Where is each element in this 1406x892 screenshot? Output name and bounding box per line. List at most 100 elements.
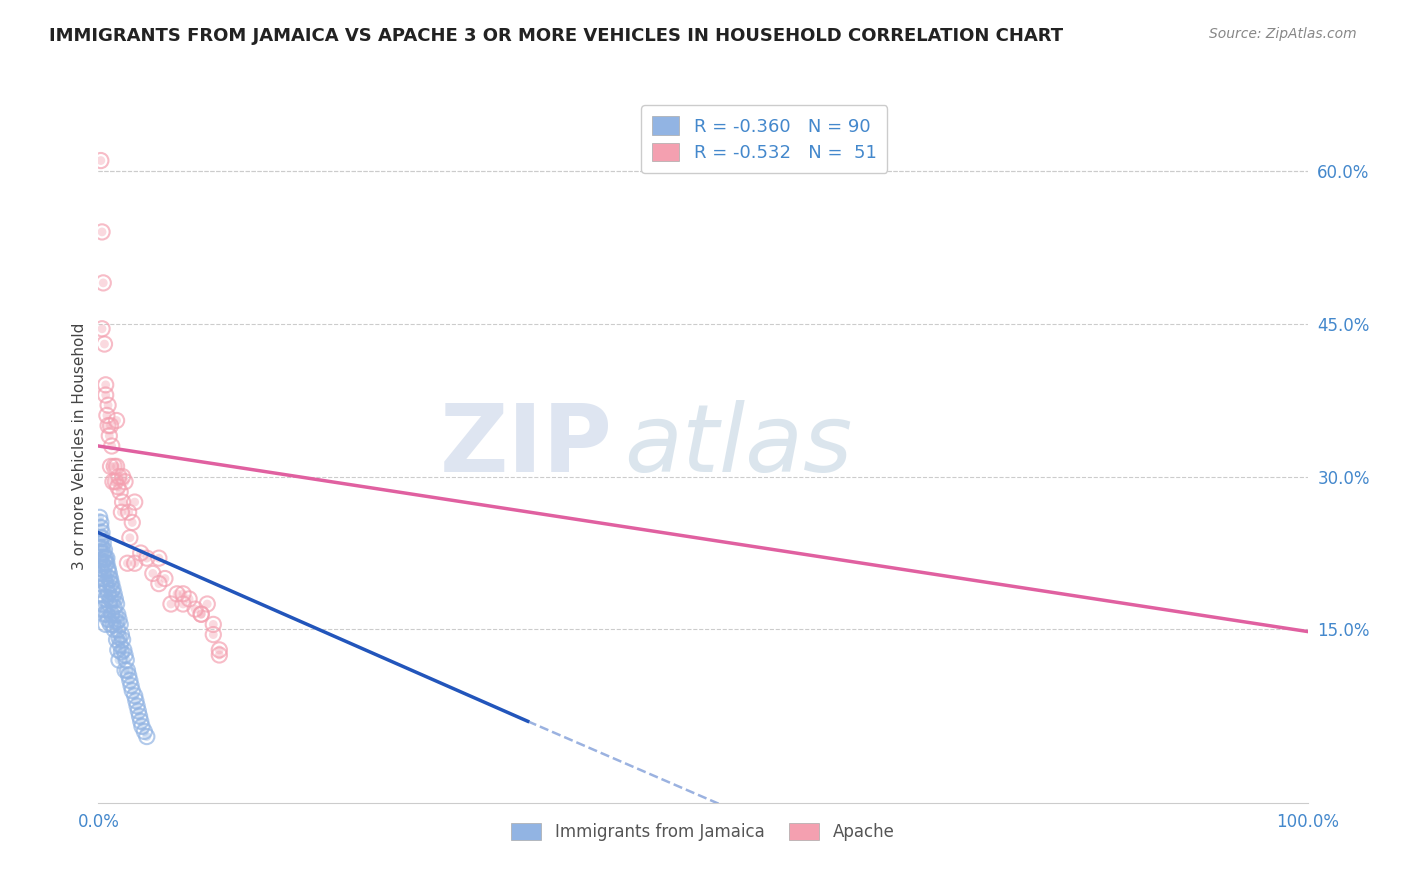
Point bbox=[105, 632, 128, 647]
Point bbox=[93, 337, 115, 351]
Point bbox=[100, 607, 122, 622]
Point bbox=[89, 602, 111, 616]
Point bbox=[172, 587, 194, 601]
Point bbox=[124, 689, 146, 703]
Point bbox=[94, 591, 117, 606]
Point bbox=[117, 663, 139, 677]
Point bbox=[107, 643, 129, 657]
Point bbox=[153, 572, 176, 586]
Point bbox=[90, 531, 112, 545]
Point bbox=[208, 648, 231, 662]
Point bbox=[135, 730, 157, 744]
Legend: Immigrants from Jamaica, Apache: Immigrants from Jamaica, Apache bbox=[505, 816, 901, 848]
Point bbox=[129, 546, 152, 560]
Point bbox=[100, 418, 122, 433]
Point bbox=[118, 531, 141, 545]
Point bbox=[105, 615, 128, 629]
Point bbox=[184, 602, 207, 616]
Point bbox=[104, 475, 127, 489]
Point bbox=[195, 597, 218, 611]
Point bbox=[202, 617, 225, 632]
Point bbox=[90, 531, 112, 545]
Point bbox=[105, 413, 128, 427]
Point bbox=[128, 709, 150, 723]
Point bbox=[98, 429, 121, 443]
Point bbox=[202, 627, 225, 641]
Point bbox=[100, 583, 122, 598]
Point bbox=[124, 495, 146, 509]
Point bbox=[100, 617, 122, 632]
Point bbox=[93, 337, 115, 351]
Point bbox=[89, 553, 111, 567]
Point bbox=[89, 576, 111, 591]
Point bbox=[100, 576, 122, 591]
Point bbox=[98, 572, 121, 586]
Point bbox=[121, 516, 143, 530]
Point bbox=[110, 505, 132, 519]
Point bbox=[93, 572, 115, 586]
Point bbox=[166, 587, 188, 601]
Point bbox=[179, 591, 201, 606]
Point bbox=[100, 572, 122, 586]
Point bbox=[110, 627, 132, 641]
Point bbox=[91, 525, 114, 540]
Point bbox=[103, 600, 125, 615]
Point bbox=[110, 505, 132, 519]
Point bbox=[104, 607, 127, 622]
Point bbox=[94, 617, 117, 632]
Point bbox=[89, 541, 111, 555]
Point bbox=[118, 668, 141, 682]
Point bbox=[208, 648, 231, 662]
Point bbox=[124, 556, 146, 570]
Point bbox=[101, 582, 124, 596]
Point bbox=[118, 673, 141, 688]
Point bbox=[91, 602, 114, 616]
Point bbox=[93, 551, 115, 566]
Point bbox=[98, 572, 121, 586]
Point bbox=[127, 704, 149, 718]
Point bbox=[184, 602, 207, 616]
Point bbox=[96, 607, 118, 622]
Point bbox=[89, 510, 111, 524]
Point bbox=[148, 576, 170, 591]
Point bbox=[97, 563, 120, 577]
Point bbox=[101, 591, 124, 606]
Point bbox=[97, 561, 120, 575]
Point bbox=[115, 653, 138, 667]
Point bbox=[111, 632, 134, 647]
Point bbox=[108, 484, 131, 499]
Point bbox=[96, 551, 118, 566]
Point bbox=[97, 612, 120, 626]
Point bbox=[97, 398, 120, 412]
Point bbox=[208, 643, 231, 657]
Point bbox=[91, 536, 114, 550]
Point bbox=[108, 612, 131, 626]
Point bbox=[94, 388, 117, 402]
Point bbox=[135, 730, 157, 744]
Point bbox=[100, 591, 122, 606]
Point bbox=[104, 475, 127, 489]
Point bbox=[100, 617, 122, 632]
Point bbox=[96, 582, 118, 596]
Point bbox=[93, 551, 115, 566]
Point bbox=[111, 469, 134, 483]
Point bbox=[94, 556, 117, 570]
Point bbox=[124, 495, 146, 509]
Point bbox=[121, 683, 143, 698]
Point bbox=[97, 587, 120, 601]
Point bbox=[100, 576, 122, 591]
Point bbox=[105, 615, 128, 629]
Point bbox=[118, 668, 141, 682]
Point bbox=[110, 627, 132, 641]
Point bbox=[90, 561, 112, 575]
Point bbox=[108, 653, 131, 667]
Text: IMMIGRANTS FROM JAMAICA VS APACHE 3 OR MORE VEHICLES IN HOUSEHOLD CORRELATION CH: IMMIGRANTS FROM JAMAICA VS APACHE 3 OR M… bbox=[49, 27, 1063, 45]
Point bbox=[124, 556, 146, 570]
Point bbox=[94, 576, 117, 591]
Point bbox=[97, 418, 120, 433]
Point bbox=[96, 607, 118, 622]
Point bbox=[107, 643, 129, 657]
Point bbox=[89, 566, 111, 581]
Point bbox=[93, 607, 115, 622]
Point bbox=[114, 475, 136, 489]
